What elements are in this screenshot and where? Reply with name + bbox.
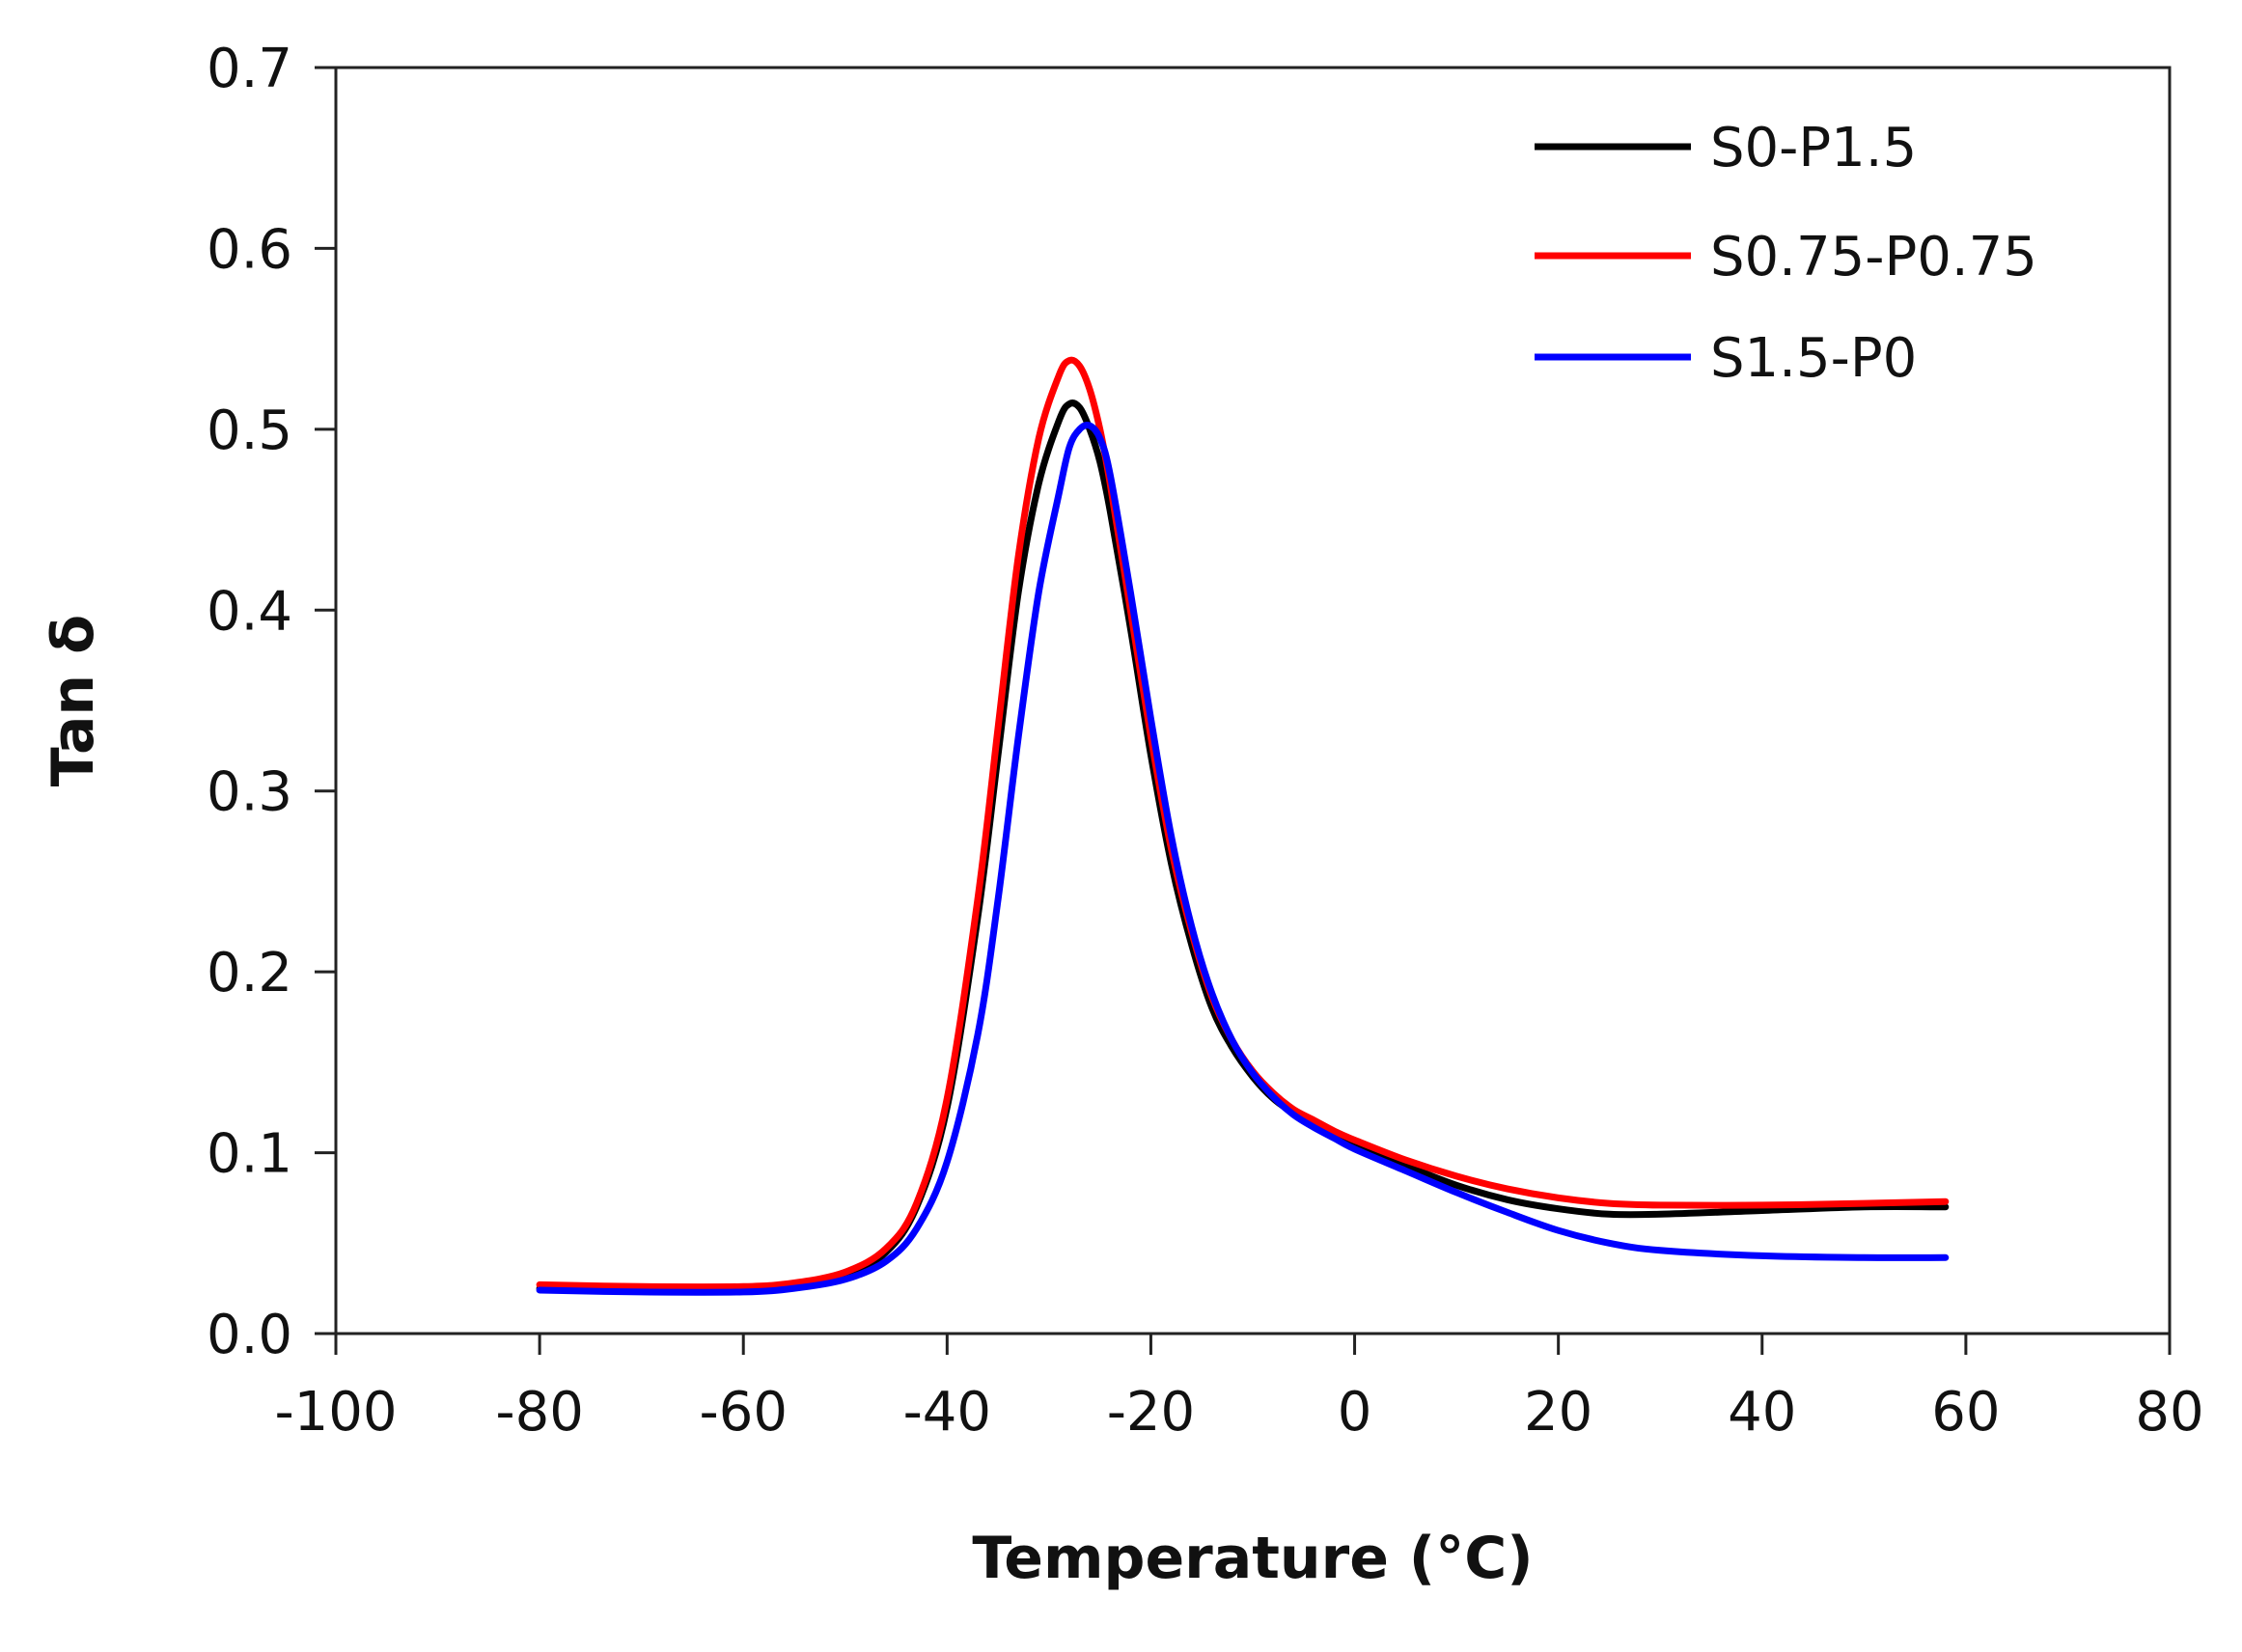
x-axis-title: Temperature (°C): [972, 1525, 1533, 1592]
x-tick-label: 40: [1728, 1381, 1796, 1444]
y-tick-label: 0.3: [207, 761, 292, 824]
y-tick-label: 0.4: [207, 580, 292, 643]
x-tick-label: -40: [903, 1381, 991, 1444]
x-tick-label: 60: [1931, 1381, 2000, 1444]
y-tick-label: 0.2: [207, 942, 292, 1005]
y-tick-label: 0.5: [207, 399, 292, 462]
legend-label-s0.75-p0.75: S0.75-P0.75: [1710, 226, 2037, 289]
y-tick-label: 0.7: [207, 38, 292, 100]
x-tick-label: 20: [1524, 1381, 1592, 1444]
x-tick-label: -20: [1107, 1381, 1195, 1444]
series-line-s1.5-p0: [536, 421, 1950, 1296]
x-tick-label: 80: [2135, 1381, 2203, 1444]
y-tick-label: 0.6: [207, 218, 292, 281]
y-tick-label: 0.1: [207, 1123, 292, 1186]
legend: S0-P1.5 S0.75-P0.75 S1.5-P0: [1535, 117, 2037, 390]
y-axis-title: Tan δ: [40, 615, 107, 787]
y-axis: 0.0 0.1 0.2 0.3 0.4 0.5 0.6 0.7: [207, 38, 336, 1366]
x-tick-label: -80: [495, 1381, 583, 1444]
legend-label-s1.5-p0: S1.5-P0: [1710, 327, 1917, 390]
series-lines: [536, 356, 1950, 1296]
y-tick-label: 0.0: [207, 1304, 292, 1366]
plot-area: [334, 66, 2172, 1335]
x-axis: -100 -80 -60 -40 -20 0 20 40 60 80: [274, 1334, 2204, 1444]
legend-label-s0-p1.5: S0-P1.5: [1710, 117, 1917, 179]
x-tick-label: 0: [1338, 1381, 1372, 1444]
x-tick-label: -60: [699, 1381, 787, 1444]
x-tick-label: -100: [274, 1381, 397, 1444]
